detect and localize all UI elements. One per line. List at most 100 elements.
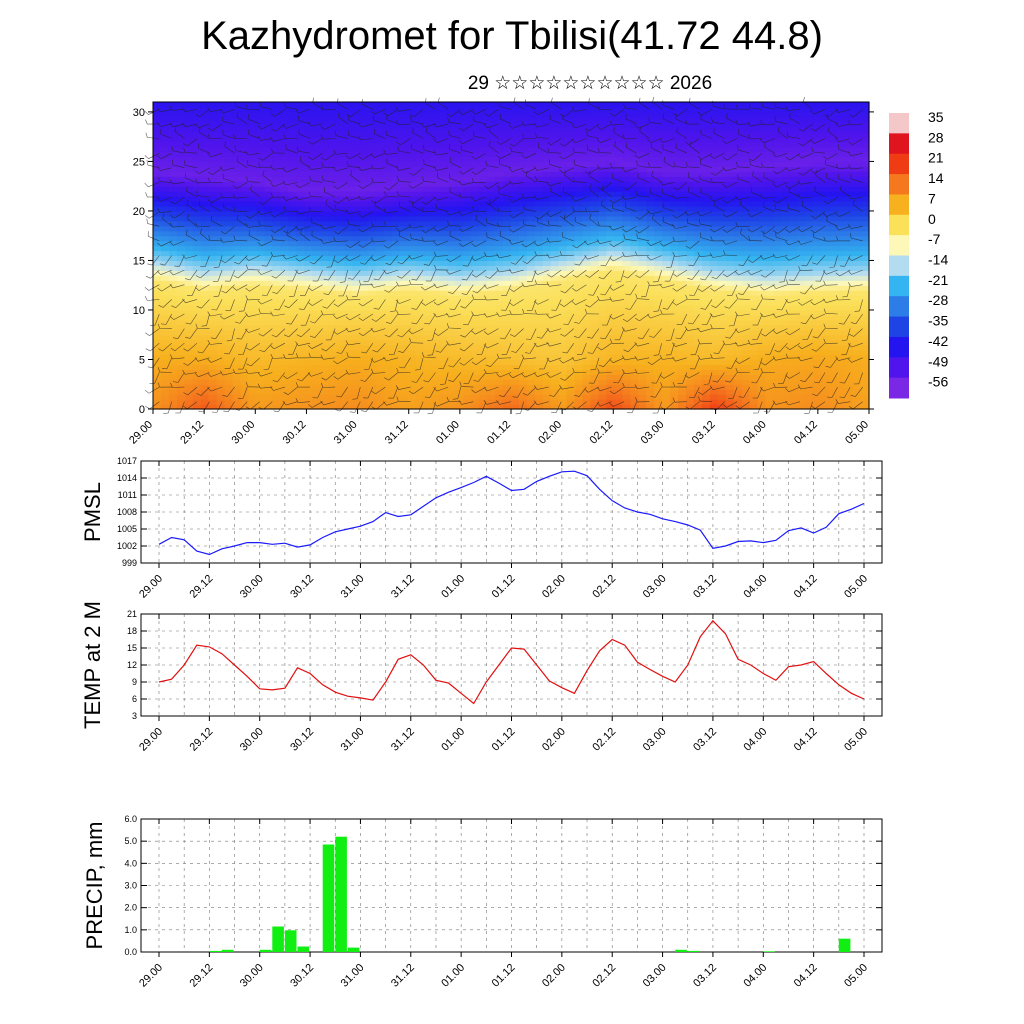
temperature-cell bbox=[686, 215, 695, 222]
temperature-cell bbox=[709, 300, 719, 306]
temperature-cell bbox=[709, 364, 719, 370]
temperature-cell bbox=[487, 151, 496, 158]
temperature-cell bbox=[534, 111, 544, 118]
temperature-cell bbox=[749, 250, 759, 257]
temperature-cell bbox=[725, 126, 735, 133]
temperature-cell bbox=[566, 141, 576, 148]
temperature-cell bbox=[200, 121, 210, 128]
temperature-cell bbox=[590, 324, 600, 331]
temperature-cell bbox=[343, 225, 353, 232]
temperature-cell bbox=[733, 349, 743, 356]
temperature-cell bbox=[184, 161, 194, 167]
temperature-cell bbox=[439, 280, 448, 286]
temperature-cell bbox=[534, 285, 544, 291]
temperature-cell bbox=[208, 394, 218, 400]
temperature-cell bbox=[176, 404, 186, 410]
temperature-cell bbox=[582, 176, 592, 182]
temperature-cell bbox=[383, 171, 393, 177]
temperature-cell bbox=[749, 359, 759, 366]
temperature-cell bbox=[550, 290, 560, 296]
temperature-cell bbox=[272, 300, 281, 306]
temperature-cell bbox=[670, 389, 679, 395]
temperature-cell bbox=[160, 141, 170, 148]
temperature-cell bbox=[232, 404, 242, 410]
temperature-cell bbox=[678, 161, 687, 167]
temperature-cell bbox=[463, 369, 472, 375]
temperature-cell bbox=[701, 141, 711, 148]
temperature-cell bbox=[296, 364, 305, 370]
temperature-cell bbox=[439, 126, 448, 133]
temperature-cell bbox=[343, 176, 353, 182]
temperature-cell bbox=[503, 186, 512, 192]
temperature-cell bbox=[765, 324, 775, 331]
temperature-cell bbox=[511, 210, 520, 217]
temperature-cell bbox=[328, 334, 337, 341]
temperature-cell bbox=[423, 314, 433, 321]
temperature-cell bbox=[439, 215, 448, 222]
temperature-cell bbox=[741, 250, 751, 257]
temperature-cell bbox=[542, 260, 552, 266]
temperature-cell bbox=[773, 295, 783, 301]
temperature-cell bbox=[558, 102, 568, 108]
temperature-cell bbox=[558, 255, 568, 262]
temperature-cell bbox=[518, 102, 528, 108]
temperature-cell bbox=[216, 230, 226, 237]
temperature-cell bbox=[495, 210, 504, 217]
temperature-cell bbox=[495, 240, 504, 247]
temperature-cell bbox=[328, 126, 337, 133]
temperature-cell bbox=[184, 319, 194, 326]
temperature-cell bbox=[280, 161, 289, 167]
temperature-cell bbox=[733, 300, 743, 306]
temperature-cell bbox=[789, 309, 798, 316]
temperature-cell bbox=[725, 235, 735, 242]
temperature-cell bbox=[646, 399, 655, 405]
temperature-cell bbox=[471, 240, 480, 247]
temperature-cell bbox=[335, 215, 345, 222]
temperature-cell bbox=[487, 196, 496, 202]
temperature-cell bbox=[670, 394, 679, 400]
temperature-cell bbox=[733, 379, 743, 385]
temperature-cell bbox=[781, 205, 791, 212]
temperature-cell bbox=[415, 344, 425, 351]
temperature-cell bbox=[328, 364, 337, 370]
temperature-cell bbox=[590, 285, 600, 291]
temperature-cell bbox=[558, 339, 568, 346]
temperature-cell bbox=[455, 349, 464, 356]
temperature-cell bbox=[423, 255, 433, 262]
temperature-cell bbox=[709, 250, 719, 257]
temperature-cell bbox=[646, 176, 655, 182]
temperature-cell bbox=[216, 240, 226, 247]
temperature-cell bbox=[614, 186, 623, 192]
temperature-cell bbox=[725, 394, 735, 400]
temperature-cell bbox=[383, 191, 393, 197]
temperature-cell bbox=[471, 329, 480, 336]
temperature-cell bbox=[232, 389, 242, 395]
temperature-cell bbox=[431, 314, 440, 321]
temperature-cell bbox=[343, 126, 353, 133]
temperature-cell bbox=[749, 136, 759, 143]
temperature-cell bbox=[351, 106, 361, 113]
temperature-cell bbox=[566, 196, 576, 202]
temperature-cell bbox=[622, 275, 631, 281]
temperature-cell bbox=[423, 245, 433, 252]
temperature-cell bbox=[200, 181, 210, 187]
temperature-cell bbox=[399, 245, 409, 252]
temperature-cell bbox=[495, 136, 504, 143]
temperature-cell bbox=[749, 329, 759, 336]
temperature-cell bbox=[558, 225, 568, 232]
temperature-cell bbox=[192, 141, 202, 148]
temperature-cell bbox=[208, 121, 218, 128]
temperature-cell bbox=[534, 404, 544, 410]
temperature-cell bbox=[550, 245, 560, 252]
temperature-cell bbox=[630, 131, 639, 138]
temperature-cell bbox=[335, 121, 345, 128]
temperature-cell bbox=[606, 369, 616, 375]
temperature-cell bbox=[168, 339, 178, 346]
temperature-cell bbox=[367, 166, 377, 172]
temperature-cell bbox=[296, 339, 305, 346]
temperature-cell bbox=[654, 141, 663, 148]
temperature-cell bbox=[351, 161, 361, 167]
temperature-cell bbox=[439, 210, 448, 217]
temperature-cell bbox=[264, 186, 273, 192]
temperature-cell bbox=[630, 265, 639, 271]
